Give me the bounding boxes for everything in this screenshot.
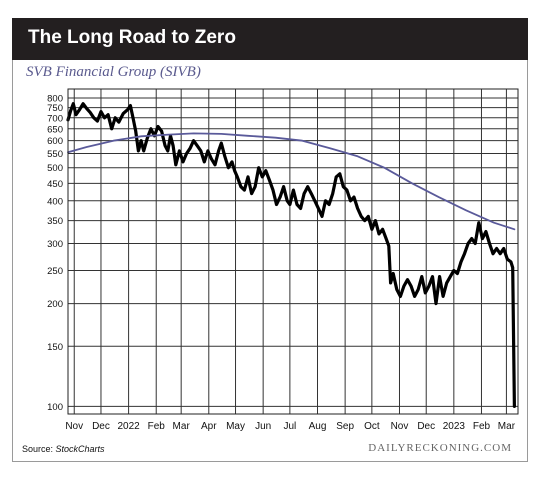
x-tick-label: Jul bbox=[283, 421, 296, 432]
x-tick-label: Feb bbox=[148, 421, 166, 432]
y-tick-label: 150 bbox=[47, 342, 63, 353]
moving-average-line bbox=[67, 132, 516, 231]
x-tick-label: Oct bbox=[364, 421, 380, 432]
x-tick-label: Apr bbox=[201, 421, 217, 432]
x-tick-label: Mar bbox=[498, 421, 516, 432]
x-tick-label: 2023 bbox=[443, 421, 466, 432]
y-tick-label: 350 bbox=[47, 216, 63, 227]
source-label: Source: bbox=[22, 444, 56, 454]
source-note: Source: StockCharts bbox=[22, 444, 105, 454]
y-tick-label: 200 bbox=[47, 299, 63, 310]
y-tick-label: 400 bbox=[47, 196, 63, 207]
y-tick-label: 100 bbox=[47, 402, 63, 413]
x-tick-label: Aug bbox=[309, 421, 327, 432]
x-tick-label: Sep bbox=[336, 421, 354, 432]
x-tick-label: Feb bbox=[473, 421, 491, 432]
y-tick-label: 800 bbox=[47, 93, 63, 104]
y-tick-label: 300 bbox=[47, 239, 63, 250]
y-tick-label: 650 bbox=[47, 124, 63, 135]
x-tick-label: Mar bbox=[173, 421, 191, 432]
y-tick-label: 500 bbox=[47, 163, 63, 174]
chart-grid bbox=[68, 89, 518, 414]
x-tick-label: Nov bbox=[391, 421, 409, 432]
y-tick-label: 550 bbox=[47, 149, 63, 160]
x-tick-label: Dec bbox=[92, 421, 110, 432]
chart-series bbox=[66, 102, 516, 408]
source-name: StockCharts bbox=[55, 444, 105, 454]
x-tick-label: 2022 bbox=[117, 421, 140, 432]
y-tick-label: 450 bbox=[47, 179, 63, 190]
chart-title: The Long Road to Zero bbox=[28, 27, 236, 48]
chart-frame bbox=[12, 18, 528, 462]
y-tick-label: 600 bbox=[47, 136, 63, 147]
x-tick-label: Nov bbox=[65, 421, 83, 432]
y-tick-label: 750 bbox=[47, 103, 63, 114]
y-tick-label: 700 bbox=[47, 113, 63, 124]
x-tick-label: May bbox=[226, 421, 245, 432]
plot-border bbox=[67, 88, 519, 415]
x-tick-label: Jun bbox=[255, 421, 271, 432]
brand-watermark: DAILYRECKONING.COM bbox=[368, 442, 512, 454]
title-banner: The Long Road to Zero bbox=[12, 18, 528, 60]
x-tick-label: Dec bbox=[417, 421, 435, 432]
x-axis-ticks: Nov Dec 2022 Feb Mar Apr May Jun Jul Aug Sep Oct Nov… bbox=[65, 421, 515, 432]
chart-subtitle: SVB Financial Group (SIVB) bbox=[26, 64, 201, 80]
price-line bbox=[66, 102, 516, 408]
y-tick-label: 250 bbox=[47, 266, 63, 277]
